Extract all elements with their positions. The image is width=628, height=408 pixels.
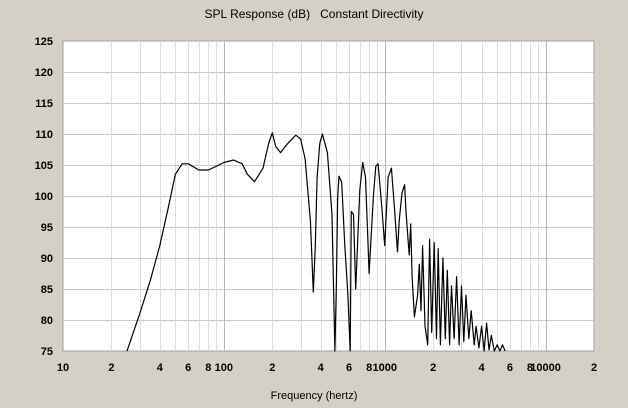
x-tick-label: 100 bbox=[215, 362, 233, 374]
spl-response-line bbox=[126, 132, 506, 352]
x-tick-label: 4 bbox=[157, 362, 164, 374]
x-tick-label: 2 bbox=[591, 362, 597, 374]
y-tick-label: 115 bbox=[35, 98, 53, 110]
y-tick-label: 110 bbox=[35, 129, 53, 141]
x-tick-label: 2 bbox=[108, 362, 114, 374]
x-tick-label: 2 bbox=[269, 362, 275, 374]
x-tick-label: 6 bbox=[185, 362, 191, 374]
x-tick-label: 8 bbox=[527, 362, 533, 374]
x-axis-label: Frequency (hertz) bbox=[270, 390, 358, 402]
y-tick-label: 85 bbox=[41, 284, 53, 296]
x-tick-label: 2 bbox=[430, 362, 436, 374]
y-tick-label: 90 bbox=[41, 253, 53, 265]
y-tick-label: 100 bbox=[35, 191, 53, 203]
y-tick-label: 125 bbox=[35, 36, 53, 48]
x-tick-label: 6 bbox=[507, 362, 513, 374]
y-tick-label: 80 bbox=[41, 315, 53, 327]
series-group bbox=[126, 132, 506, 352]
x-tick-label: 4 bbox=[479, 362, 486, 374]
grid bbox=[63, 41, 594, 351]
y-tick-label: 120 bbox=[35, 67, 53, 79]
x-tick-label: 6 bbox=[346, 362, 352, 374]
x-tick-label: 4 bbox=[318, 362, 325, 374]
x-tick-label: 10000 bbox=[530, 362, 561, 374]
x-tick-label: 1000 bbox=[372, 362, 396, 374]
y-axis-ticks: 75 80 85 90 95 100 105 110 115 120 125 bbox=[35, 36, 53, 358]
x-tick-label: 10 bbox=[57, 362, 69, 374]
chart-title: SPL Response (dB) Constant Directivity bbox=[204, 7, 424, 21]
x-tick-label: 8 bbox=[366, 362, 372, 374]
y-tick-label: 75 bbox=[41, 346, 53, 358]
y-tick-label: 95 bbox=[41, 222, 53, 234]
y-tick-label: 105 bbox=[35, 160, 53, 172]
x-tick-label: 8 bbox=[205, 362, 211, 374]
